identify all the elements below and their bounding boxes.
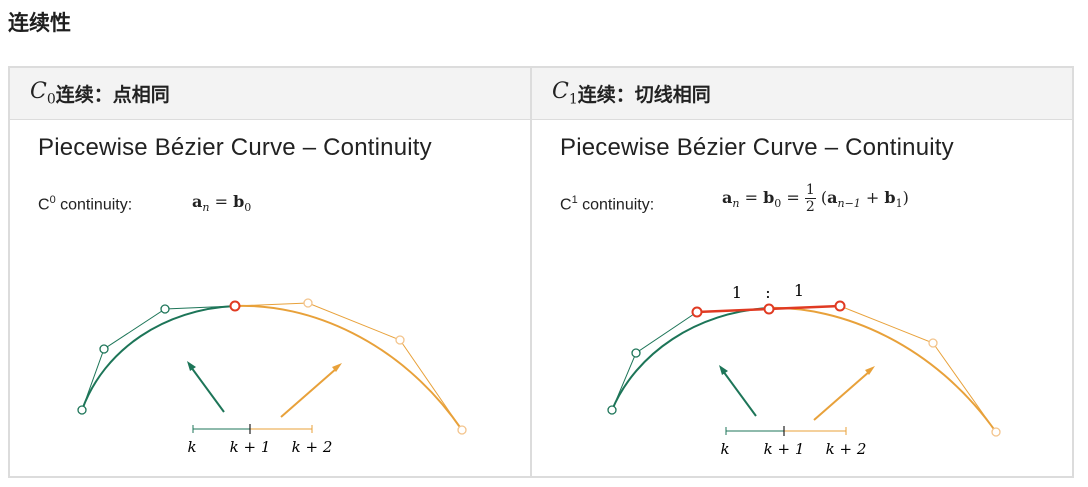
c0-axis-label-k2: k + 2 — [292, 438, 333, 456]
c1-header-math: C1 — [552, 79, 578, 108]
c0-control-point — [160, 304, 170, 314]
c1-control-point — [631, 348, 641, 358]
c0-orange-arrowhead — [332, 363, 342, 372]
c1-ratio-colon: : — [765, 283, 770, 302]
c1-control-point — [607, 405, 617, 415]
c1-green-control-polygon — [611, 311, 698, 411]
c1-green-arrow — [722, 370, 757, 417]
c1-header-text: 连续：切线相同 — [577, 84, 711, 106]
c1-joint-point — [763, 303, 775, 315]
c1-axis-label-k: k — [720, 440, 729, 458]
c0-joint-point — [229, 300, 241, 312]
c1-axis-label-k2: k + 2 — [826, 440, 867, 458]
c1-control-point — [991, 427, 1001, 437]
c1-header: C1 连续：切线相同 — [532, 68, 1072, 120]
c0-orange-control-polygon — [234, 302, 463, 431]
c0-green-control-polygon — [81, 305, 236, 411]
c0-control-point — [395, 335, 405, 345]
c0-header-text: 连续：点相同 — [55, 84, 170, 106]
c0-formula: an = b0 — [192, 192, 252, 215]
c0-green-arrow — [190, 366, 225, 413]
c1-orange-arrow — [813, 370, 871, 421]
c0-continuity-label: C0 continuity: — [38, 194, 133, 214]
c1-slide: Piecewise Bézier Curve – Continuity C1 c… — [532, 120, 1072, 476]
c0-header: C0 连续：点相同 — [10, 68, 530, 120]
c1-column: C1 连续：切线相同 Piecewise Bézier Curve – Cont… — [532, 68, 1072, 476]
c1-ratio-left: 1 — [732, 283, 742, 302]
c1-green-curve — [611, 307, 770, 411]
c1-bezier-figure: 1 : 1 — [607, 281, 1001, 458]
c1-ratio-right: 1 — [794, 281, 804, 300]
c1-control-point — [928, 338, 938, 348]
comparison-table: C0 连续：点相同 Piecewise Bézier Curve – Conti… — [8, 66, 1074, 478]
c0-header-math: C0 — [30, 79, 56, 108]
c1-tangent-point — [691, 306, 703, 318]
c0-control-point — [99, 344, 109, 354]
c0-axis-label-k1: k + 1 — [230, 438, 271, 456]
c0-green-curve — [81, 305, 236, 411]
c0-orange-curve — [234, 304, 463, 431]
c0-column: C0 连续：点相同 Piecewise Bézier Curve – Conti… — [10, 68, 532, 476]
c0-axis-label-k: k — [187, 438, 196, 456]
c0-control-point — [457, 425, 467, 435]
c0-control-point — [303, 298, 313, 308]
c1-orange-curve — [768, 306, 997, 433]
c1-green-arrowhead — [719, 365, 728, 375]
c0-bezier-figure: k k + 1 k + 2 — [77, 298, 467, 456]
page-title: 连续性 — [8, 11, 71, 35]
c1-axis-label-k1: k + 1 — [764, 440, 805, 458]
c1-orange-arrowhead — [865, 366, 875, 375]
c0-slide-title: Piecewise Bézier Curve – Continuity — [38, 134, 432, 161]
c0-slide: Piecewise Bézier Curve – Continuity C0 c… — [10, 120, 530, 476]
c1-tangent-point — [834, 300, 846, 312]
c0-control-point — [77, 405, 87, 415]
c0-green-arrowhead — [187, 361, 196, 371]
c1-slide-title: Piecewise Bézier Curve – Continuity — [560, 134, 954, 161]
c1-continuity-label: C1 continuity: — [560, 194, 655, 214]
c0-orange-arrow — [280, 367, 338, 418]
